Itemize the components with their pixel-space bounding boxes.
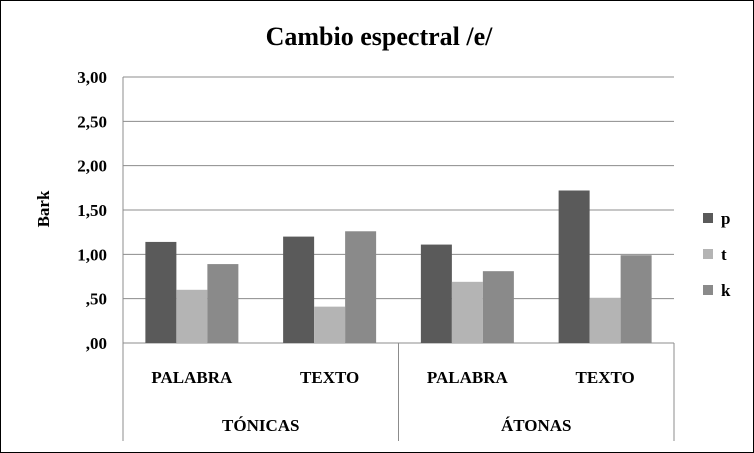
axis-labels: ,00 ,50 1,00 1,50 2,00 2,50 3,00 PALABRA TEXTO PA… [77, 68, 634, 435]
bar-t [314, 306, 346, 343]
legend-label-k: k [721, 281, 731, 300]
x-category-label: TEXTO [300, 368, 359, 387]
y-tick-label: ,50 [86, 290, 107, 309]
y-tick-label: 2,00 [77, 157, 107, 176]
bar-p [558, 190, 590, 343]
bars [145, 190, 652, 343]
x-category-label: PALABRA [427, 368, 509, 387]
y-tick-label: 1,00 [77, 245, 107, 264]
x-group-label: TÓNICAS [222, 416, 299, 435]
x-group-label: ÁTONAS [501, 416, 572, 435]
bar-k [620, 255, 652, 343]
y-tick-label: 2,50 [77, 112, 107, 131]
bar-k [482, 271, 514, 343]
bar-t [589, 297, 621, 343]
bar-t [451, 281, 483, 343]
legend-label-t: t [721, 245, 727, 264]
bar-p [283, 236, 315, 343]
chart-title: Cambio espectral /e/ [266, 22, 494, 51]
bar-p [145, 241, 177, 343]
bar-k [207, 264, 239, 343]
x-category-label: TEXTO [576, 368, 635, 387]
legend: ptk [703, 209, 731, 300]
legend-label-p: p [721, 209, 730, 228]
bar-k [345, 231, 377, 343]
y-tick-label: 1,50 [77, 201, 107, 220]
bar-p [420, 244, 452, 343]
legend-swatch-p [703, 213, 713, 223]
bar-t [176, 289, 208, 343]
legend-swatch-t [703, 249, 713, 259]
legend-swatch-k [703, 285, 713, 295]
y-tick-label: 3,00 [77, 68, 107, 87]
y-axis-label: Bark [34, 190, 53, 227]
y-tick-label: ,00 [86, 334, 107, 353]
x-category-label: PALABRA [151, 368, 233, 387]
